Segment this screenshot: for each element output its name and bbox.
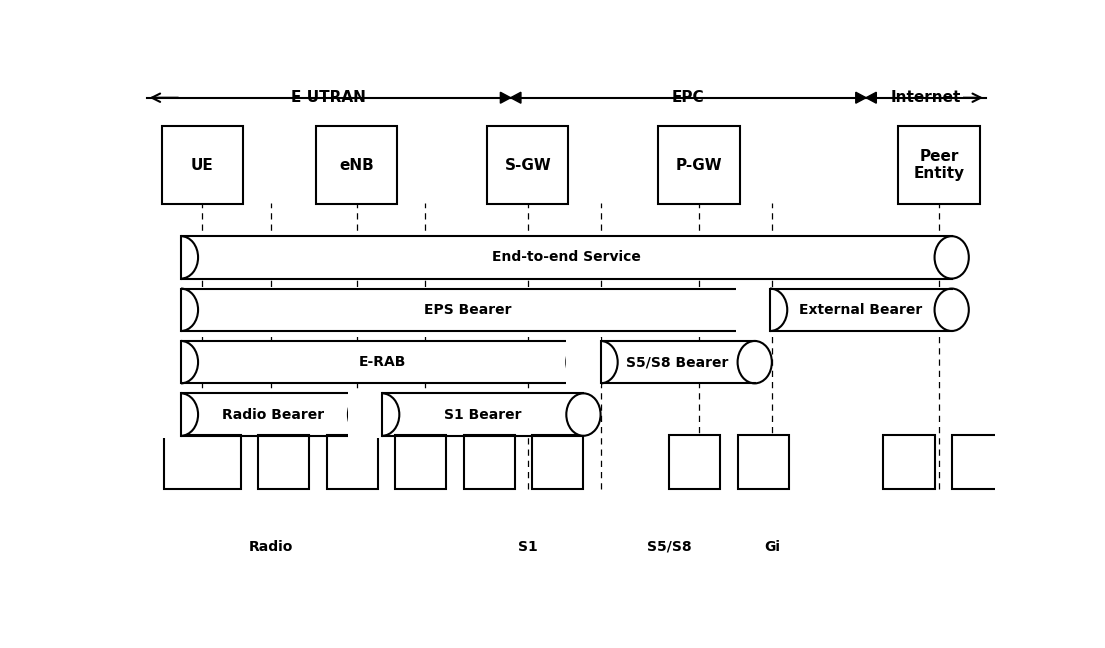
Bar [464,435,515,489]
Bar [567,338,601,386]
Bar [738,435,789,489]
Bar [951,435,1003,489]
Bar [316,126,397,203]
Bar [147,391,181,438]
Bar [670,435,720,489]
Bar [348,391,382,438]
Ellipse shape [164,341,198,384]
Ellipse shape [753,288,787,331]
Ellipse shape [935,288,969,331]
Bar [181,393,365,435]
Bar [259,435,309,489]
Bar [883,435,935,489]
Text: S1 Bearer: S1 Bearer [444,408,522,422]
Text: S5/S8 Bearer: S5/S8 Bearer [627,355,729,369]
Ellipse shape [567,393,601,435]
Bar [327,435,378,489]
Ellipse shape [365,393,399,435]
Polygon shape [511,92,520,103]
Bar [487,126,568,203]
Bar [147,338,181,386]
Ellipse shape [567,341,601,384]
Text: Internet: Internet [891,90,961,105]
Bar [147,234,181,281]
Bar [601,341,755,384]
Ellipse shape [164,393,198,435]
Ellipse shape [164,236,198,279]
Text: Radio Bearer: Radio Bearer [222,408,324,422]
Ellipse shape [738,288,772,331]
Bar [659,126,739,203]
Polygon shape [855,92,866,103]
Bar [161,126,243,203]
Text: Radio: Radio [249,540,293,554]
Text: eNB: eNB [339,157,373,172]
Polygon shape [866,92,876,103]
Text: UE: UE [191,157,213,172]
Bar [533,435,583,489]
Text: End-to-end Service: End-to-end Service [492,250,641,264]
Text: P-GW: P-GW [676,157,723,172]
Bar [736,286,770,334]
Text: Peer
Entity: Peer Entity [913,149,965,181]
Bar [181,288,755,331]
Text: EPS Bearer: EPS Bearer [424,303,512,317]
Bar [898,126,979,203]
Ellipse shape [164,288,198,331]
Bar [181,341,583,384]
Text: EPC: EPC [672,90,705,105]
Bar [396,435,446,489]
Ellipse shape [348,393,382,435]
Bar [164,435,241,489]
Bar [382,393,583,435]
Text: E-UTRAN: E-UTRAN [291,90,367,105]
Text: S5/S8: S5/S8 [646,540,692,554]
Ellipse shape [738,341,772,384]
Text: E-RAB: E-RAB [358,355,406,369]
Bar [181,236,951,279]
Ellipse shape [935,236,969,279]
Text: S-GW: S-GW [504,157,551,172]
Bar [147,286,181,334]
Text: S1: S1 [518,540,538,554]
Ellipse shape [583,341,618,384]
Text: External Bearer: External Bearer [799,303,923,317]
Bar [770,288,951,331]
Text: Gi: Gi [764,540,780,554]
Polygon shape [501,92,511,103]
